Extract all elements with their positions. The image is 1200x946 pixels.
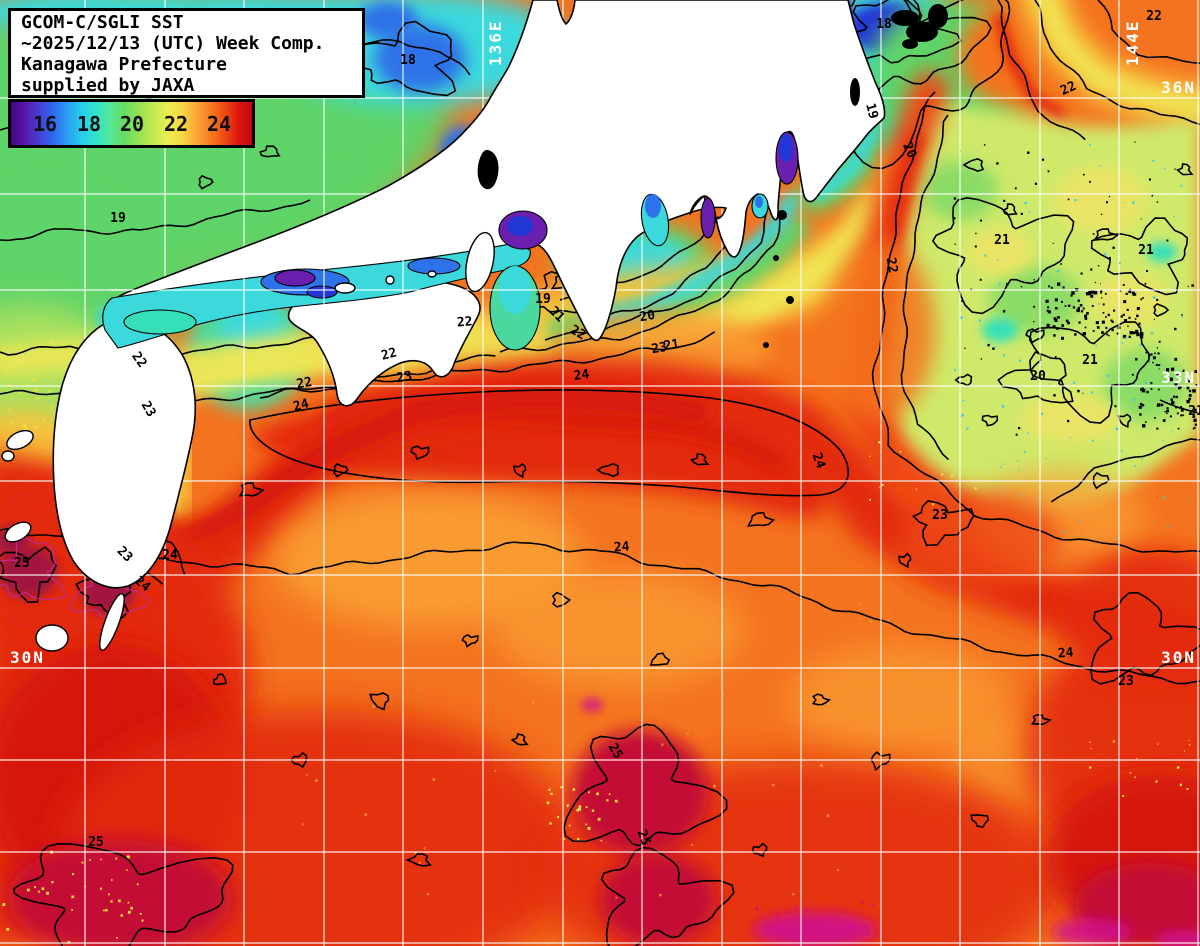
svg-text:24: 24 bbox=[292, 396, 311, 415]
grid-label-136E: 136E bbox=[486, 19, 505, 66]
svg-text:19: 19 bbox=[535, 292, 551, 307]
colorbar-tick-16: 16 bbox=[32, 112, 58, 136]
svg-text:19: 19 bbox=[862, 102, 881, 121]
svg-text:20: 20 bbox=[1030, 369, 1046, 384]
svg-text:25: 25 bbox=[88, 835, 104, 850]
grid-label-30N-left: 30N bbox=[10, 648, 45, 667]
svg-text:22: 22 bbox=[128, 349, 149, 370]
title-product: GCOM-C/SGLI SST bbox=[21, 12, 184, 33]
svg-text:18: 18 bbox=[876, 17, 892, 32]
svg-text:25: 25 bbox=[605, 741, 626, 762]
svg-text:21: 21 bbox=[1138, 243, 1154, 258]
svg-text:25: 25 bbox=[634, 828, 653, 848]
grid-label-144E: 144E bbox=[1123, 19, 1142, 66]
grid-label-33N-right: 33N bbox=[1161, 368, 1196, 387]
svg-text:22: 22 bbox=[380, 345, 399, 364]
svg-text:22: 22 bbox=[1146, 9, 1162, 24]
svg-text:19: 19 bbox=[110, 211, 126, 226]
svg-text:22: 22 bbox=[883, 256, 900, 274]
svg-text:25: 25 bbox=[14, 556, 30, 571]
temperature-colorbar: 16 18 20 22 24 bbox=[8, 99, 255, 148]
svg-text:24: 24 bbox=[1057, 645, 1074, 661]
grid-label-30N-right: 30N bbox=[1161, 648, 1196, 667]
svg-text:18: 18 bbox=[400, 53, 416, 68]
svg-text:20: 20 bbox=[899, 140, 919, 161]
colorbar-tick-20: 20 bbox=[119, 112, 145, 136]
svg-text:24: 24 bbox=[162, 548, 178, 563]
svg-text:24: 24 bbox=[573, 367, 591, 384]
svg-text:22: 22 bbox=[567, 323, 588, 344]
svg-text:20: 20 bbox=[638, 308, 656, 326]
svg-text:21: 21 bbox=[994, 233, 1010, 248]
title-box: GCOM-C/SGLI SST ~2025/12/13 (UTC) Week C… bbox=[8, 8, 365, 98]
svg-text:23: 23 bbox=[395, 369, 413, 386]
svg-text:23: 23 bbox=[1118, 674, 1134, 689]
svg-text:21: 21 bbox=[1082, 353, 1098, 368]
svg-text:22: 22 bbox=[1058, 79, 1079, 99]
svg-text:23: 23 bbox=[650, 340, 668, 357]
svg-text:23: 23 bbox=[932, 508, 948, 523]
colorbar-tick-24: 24 bbox=[206, 112, 232, 136]
title-region: Kanagawa Prefecture bbox=[21, 54, 227, 75]
svg-text:22: 22 bbox=[456, 314, 473, 330]
svg-text:24: 24 bbox=[809, 451, 829, 471]
title-supplier: supplied by JAXA bbox=[21, 75, 195, 96]
svg-text:21: 21 bbox=[1188, 404, 1200, 419]
svg-text:24: 24 bbox=[613, 539, 630, 555]
colorbar-tick-22: 22 bbox=[163, 112, 189, 136]
grid-label-36N-right: 36N bbox=[1161, 78, 1196, 97]
svg-text:22: 22 bbox=[295, 375, 313, 392]
svg-text:21: 21 bbox=[663, 337, 681, 354]
colorbar-tick-18: 18 bbox=[76, 112, 102, 136]
svg-text:23: 23 bbox=[138, 399, 159, 420]
title-date: ~2025/12/13 (UTC) Week Comp. bbox=[21, 33, 325, 54]
